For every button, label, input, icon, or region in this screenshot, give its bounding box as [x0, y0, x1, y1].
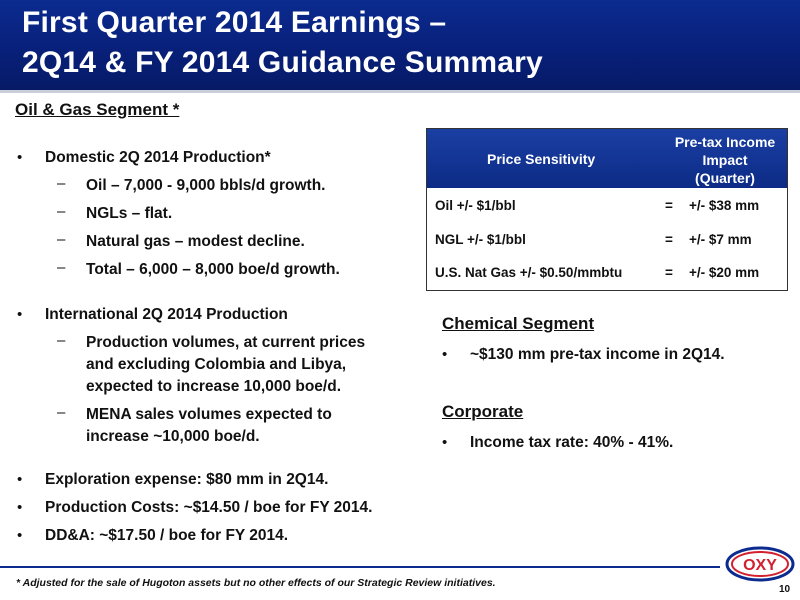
title-rule	[0, 90, 800, 93]
exploration-expense: Exploration expense: $80 mm in 2Q14.	[45, 471, 329, 488]
title-banner: First Quarter 2014 Earnings – 2Q14 & FY …	[0, 0, 800, 90]
page-number: 10	[779, 584, 791, 595]
chemical-heading: Chemical Segment	[442, 314, 595, 333]
impact-col-header: Pre-tax Income Impact (Quarter)	[659, 133, 791, 187]
sensitivity-value: +/- $7 mm	[689, 232, 752, 247]
dash-intl-volumes: –	[57, 332, 66, 349]
slide-title-line-2: 2Q14 & FY 2014 Guidance Summary	[22, 46, 543, 79]
dash-gas: –	[57, 231, 66, 248]
footer-rule	[0, 566, 720, 568]
bullet-chemical: •	[442, 346, 448, 363]
impact-header-line-1: Pre-tax Income	[674, 134, 776, 150]
sensitivity-label: U.S. Nat Gas +/- $0.50/mmbtu	[435, 265, 623, 280]
domestic-production-label: Domestic 2Q 2014 Production*	[45, 149, 271, 166]
equals-sign: =	[665, 198, 673, 213]
sensitivity-table-header: Price Sensitivity Pre-tax Income Impact …	[427, 129, 787, 188]
intl-volumes-line-3: expected to increase 10,000 boe/d.	[86, 378, 342, 395]
dda-cost: DD&A: ~$17.50 / boe for FY 2014.	[45, 527, 289, 544]
intl-volumes-line-1: Production volumes, at current prices	[86, 334, 366, 351]
corporate-item: Income tax rate: 40% - 41%.	[470, 434, 674, 451]
dash-mena: –	[57, 404, 66, 421]
bullet-dda: •	[17, 527, 23, 544]
price-sensitivity-table: Price Sensitivity Pre-tax Income Impact …	[426, 128, 788, 291]
sensitivity-value: +/- $38 mm	[689, 198, 760, 213]
bullet-corporate: •	[442, 434, 448, 451]
equals-sign: =	[665, 232, 673, 247]
mena-line-2: increase ~10,000 boe/d.	[86, 428, 260, 445]
sensitivity-value: +/- $20 mm	[689, 265, 760, 280]
slide-title-line-1: First Quarter 2014 Earnings –	[22, 6, 447, 39]
bullet-exploration: •	[17, 471, 23, 488]
production-costs: Production Costs: ~$14.50 / boe for FY 2…	[45, 499, 373, 516]
sensitivity-row-gas: U.S. Nat Gas +/- $0.50/mmbtu = +/- $20 m…	[427, 257, 787, 289]
oxy-logo-text: OXY	[743, 557, 777, 574]
impact-header-line-3: (Quarter)	[695, 170, 755, 186]
equals-sign: =	[665, 265, 673, 280]
bullet-domestic: •	[17, 149, 23, 166]
intl-volumes-line-2: and excluding Colombia and Libya,	[86, 356, 347, 373]
domestic-item-ngls: NGLs – flat.	[86, 205, 173, 222]
sensitivity-col-header: Price Sensitivity	[487, 151, 596, 167]
international-production-label: International 2Q 2014 Production	[45, 306, 288, 323]
sensitivity-label: Oil +/- $1/bbl	[435, 198, 516, 213]
oil-gas-heading: Oil & Gas Segment *	[15, 100, 180, 119]
dash-ngls: –	[57, 203, 66, 220]
domestic-item-oil: Oil – 7,000 - 9,000 bbls/d growth.	[86, 177, 326, 194]
mena-line-1: MENA sales volumes expected to	[86, 406, 332, 423]
sensitivity-row-oil: Oil +/- $1/bbl = +/- $38 mm	[427, 190, 787, 222]
chemical-item: ~$130 mm pre-tax income in 2Q14.	[470, 346, 725, 363]
sensitivity-row-ngl: NGL +/- $1/bbl = +/- $7 mm	[427, 224, 787, 256]
bullet-production-costs: •	[17, 499, 23, 516]
impact-header-line-2: Impact	[702, 152, 748, 168]
domestic-item-total: Total – 6,000 – 8,000 boe/d growth.	[86, 261, 340, 278]
footnote: * Adjusted for the sale of Hugoton asset…	[16, 577, 496, 589]
sensitivity-label: NGL +/- $1/bbl	[435, 232, 526, 247]
domestic-item-gas: Natural gas – modest decline.	[86, 233, 305, 250]
corporate-heading: Corporate	[442, 402, 524, 421]
bullet-international: •	[17, 306, 23, 323]
dash-oil: –	[57, 175, 66, 192]
dash-total: –	[57, 259, 66, 276]
oxy-logo: OXY	[725, 546, 795, 582]
